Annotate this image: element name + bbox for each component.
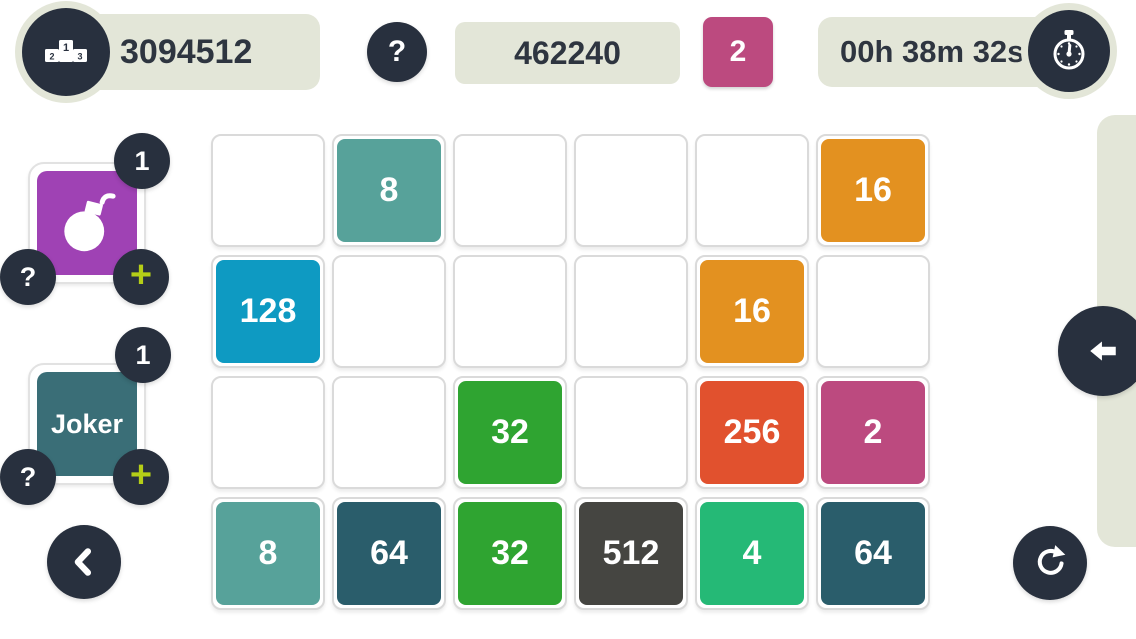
grid-cell: 32	[453, 376, 567, 489]
grid-cell	[211, 376, 325, 489]
drawer-toggle-button[interactable]	[1058, 306, 1136, 396]
timer-value: 00h 38m 32s	[840, 34, 1025, 69]
grid-cell: 8	[332, 134, 446, 247]
undo-icon	[1029, 542, 1071, 584]
bomb-add-button[interactable]: +	[113, 249, 169, 305]
grid-cell	[453, 255, 567, 368]
leaderboard-button[interactable]: 1 2 3	[22, 8, 110, 96]
grid-cell: 16	[695, 255, 809, 368]
grid-cell: 512	[574, 497, 688, 610]
grid-cell	[332, 255, 446, 368]
grid-cell	[574, 255, 688, 368]
grid-cell: 8	[211, 497, 325, 610]
score-value: 462240	[514, 34, 621, 71]
grid-cell	[574, 376, 688, 489]
tile-256[interactable]: 256	[700, 381, 804, 484]
score-pill: 462240	[455, 22, 680, 84]
leaderboard-icon: 1 2 3	[42, 28, 90, 76]
grid-cell	[332, 376, 446, 489]
grid-cell: 128	[211, 255, 325, 368]
bomb-help-button[interactable]: ?	[0, 249, 56, 305]
joker-label: Joker	[50, 408, 124, 439]
grid-cell	[574, 134, 688, 247]
plus-icon: +	[129, 254, 153, 296]
tile-8[interactable]: 8	[337, 139, 441, 242]
grid-cell	[695, 134, 809, 247]
back-button[interactable]	[47, 525, 121, 599]
grid-cell	[816, 255, 930, 368]
grid-cell: 2	[816, 376, 930, 489]
bomb-count-value: 1	[134, 145, 150, 176]
stopwatch-icon	[1045, 27, 1093, 75]
joker-count-badge: 1	[115, 327, 171, 383]
grid-cell: 32	[453, 497, 567, 610]
svg-text:3: 3	[77, 52, 82, 62]
grid-cell	[211, 134, 325, 247]
tile-8[interactable]: 8	[216, 502, 320, 605]
joker-add-button[interactable]: +	[113, 449, 169, 505]
tile-16[interactable]: 16	[700, 260, 804, 363]
help-question-label: ?	[387, 35, 407, 68]
joker-help-label: ?	[19, 461, 37, 492]
bomb-help-label: ?	[19, 261, 37, 292]
grid-cell: 64	[332, 497, 446, 610]
tile-16[interactable]: 16	[821, 139, 925, 242]
grid-cell: 16	[816, 134, 930, 247]
svg-text:2: 2	[49, 52, 54, 62]
undo-button[interactable]	[1013, 526, 1087, 600]
tile-32[interactable]: 32	[458, 502, 562, 605]
tile-128[interactable]: 128	[216, 260, 320, 363]
svg-text:1: 1	[63, 42, 69, 54]
tile-4[interactable]: 4	[700, 502, 804, 605]
joker-count-value: 1	[135, 339, 151, 370]
game-grid[interactable]: 8 16 128 16 32 256 2 8 64 32 512 4 64	[211, 134, 930, 610]
joker-powerup-button[interactable]: Joker	[28, 363, 146, 485]
grid-cell: 4	[695, 497, 809, 610]
grid-cell: 256	[695, 376, 809, 489]
tile-64[interactable]: 64	[337, 502, 441, 605]
joker-help-button[interactable]: ?	[0, 449, 56, 505]
help-button[interactable]: ?	[367, 22, 427, 82]
timer-pill: 00h 38m 32s	[818, 17, 1062, 87]
tile-512[interactable]: 512	[579, 502, 683, 605]
tile-32[interactable]: 32	[458, 381, 562, 484]
tile-2[interactable]: 2	[821, 381, 925, 484]
chevron-left-icon	[66, 544, 102, 580]
grid-cell: 64	[816, 497, 930, 610]
bomb-icon	[37, 171, 137, 275]
bomb-count-badge: 1	[114, 133, 170, 189]
timer-badge	[1028, 10, 1110, 92]
best-score-value: 3094512	[120, 32, 253, 71]
plus-icon: +	[129, 454, 153, 496]
arrow-left-icon	[1086, 334, 1120, 368]
next-tile-preview: 2	[703, 17, 773, 87]
grid-cell	[453, 134, 567, 247]
tile-64[interactable]: 64	[821, 502, 925, 605]
